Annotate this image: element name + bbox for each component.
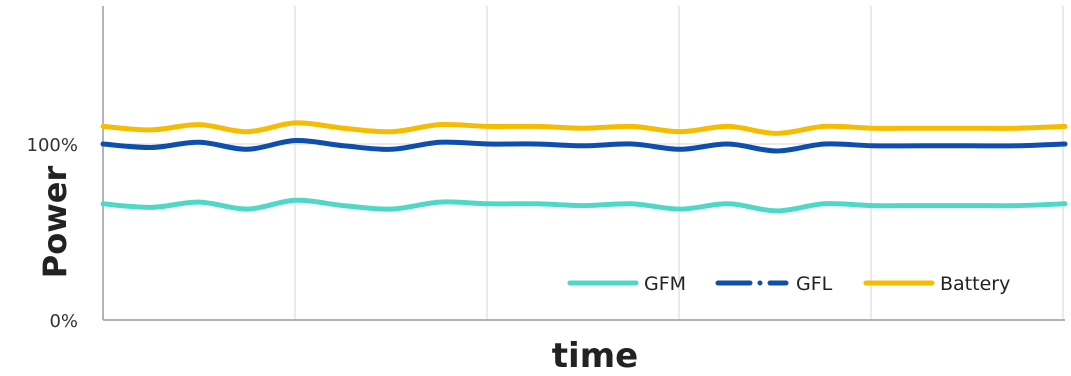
series-lines [100, 120, 1068, 214]
legend: GFM GFL Battery [567, 273, 1010, 295]
series-line-gfm [100, 197, 1068, 214]
grid [103, 6, 1065, 320]
axes [102, 6, 1065, 321]
x-axis-title: time [552, 336, 638, 376]
series-line-battery [100, 120, 1068, 136]
series-line-gfl [100, 137, 1068, 154]
legend-label-gfl: GFL [796, 273, 833, 295]
legend-label-gfm: GFM [644, 273, 686, 295]
y-tick-labels: 0% 100% [27, 135, 78, 332]
legend-label-battery: Battery [940, 273, 1010, 295]
y-tick-label: 0% [49, 311, 78, 332]
y-axis-title: Power [36, 166, 74, 279]
y-tick-label: 100% [27, 135, 78, 156]
